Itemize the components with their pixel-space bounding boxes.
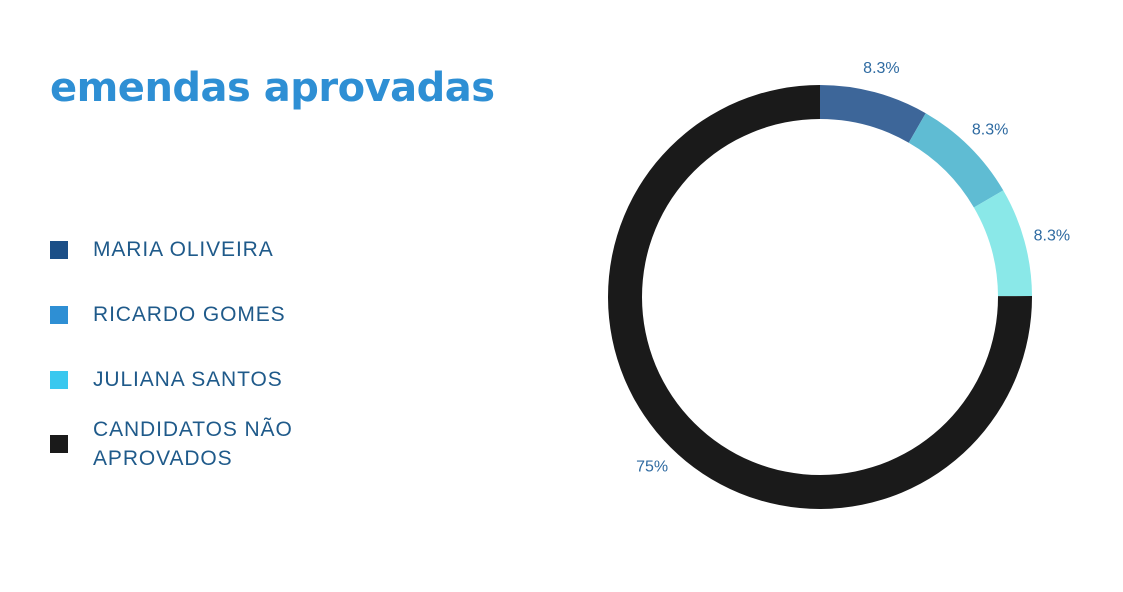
donut-slice-2[interactable] bbox=[974, 190, 1032, 296]
donut-slice-label-2: 8.3% bbox=[1034, 227, 1070, 244]
donut-slices bbox=[608, 85, 1032, 509]
donut-slice-label-3: 75% bbox=[636, 459, 668, 476]
donut-slice-0[interactable] bbox=[820, 85, 926, 143]
donut-slice-label-1: 8.3% bbox=[972, 121, 1008, 138]
donut-slice-label-0: 8.3% bbox=[863, 60, 899, 77]
